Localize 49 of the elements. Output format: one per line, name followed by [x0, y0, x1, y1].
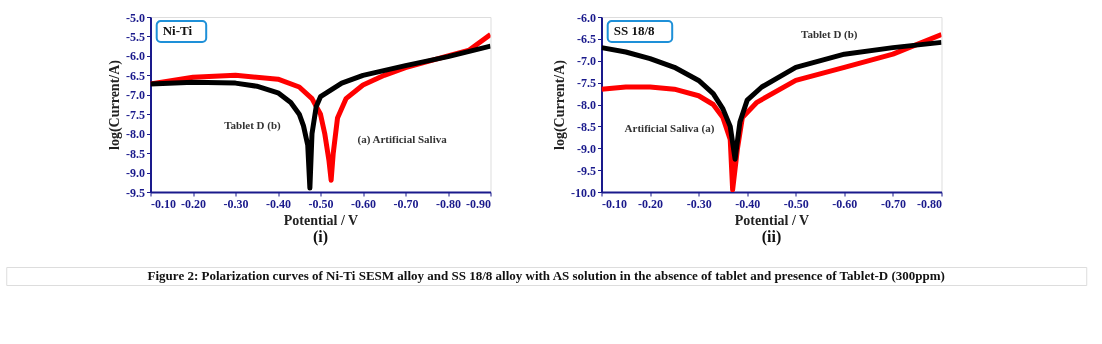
- annotation: Artificial Saliva (a): [624, 122, 715, 135]
- x-tick-label: -0.40: [735, 196, 761, 211]
- x-tick-label: -0.70: [880, 196, 906, 211]
- annotation: Tablet D (b): [224, 118, 282, 132]
- x-tick-label: -0.80: [917, 196, 942, 211]
- y-tick-label: -5.0: [126, 10, 145, 25]
- y-tick-label: -10.0: [571, 185, 596, 200]
- x-tick-label: -0.20: [638, 196, 664, 211]
- y-tick-label: -7.5: [126, 107, 145, 122]
- x-tick-label: -0.50: [783, 196, 809, 211]
- y-tick-label: -6.5: [577, 32, 596, 47]
- y-tick-label: -9.0: [577, 141, 596, 156]
- annotation: Tablet D (b): [801, 27, 858, 41]
- annotation: SS 18/8: [613, 23, 656, 38]
- y-tick-label: -6.0: [126, 49, 145, 64]
- caption: Figure 2: Polarization curves of Ni-Ti SESM alloy and SS 18/8 alloy with AS solution in the absence of tablet and presence of Tablet-D (300ppm): [147, 268, 945, 283]
- y-tick-label: -7.0: [577, 54, 596, 69]
- y-tick-label: -9.5: [126, 185, 145, 200]
- y-tick-label: -6.0: [577, 10, 596, 25]
- annotation: (a) Artificial Saliva: [357, 132, 448, 146]
- x-axis-title: Potential / V: [734, 212, 810, 228]
- x-tick-label: -0.80: [436, 196, 461, 211]
- y-tick-label: -9.0: [126, 166, 145, 181]
- y-tick-label: -9.5: [577, 163, 596, 178]
- x-tick-label: -0.10: [151, 196, 176, 211]
- x-tick-label: -0.20: [181, 196, 206, 211]
- x-tick-label: -0.50: [308, 196, 334, 211]
- annotation: Ni-Ti: [162, 23, 193, 38]
- x-tick-label: -0.30: [223, 196, 249, 211]
- y-tick-label: -8.5: [126, 146, 145, 161]
- x-axis-title: Potential / V: [283, 212, 359, 228]
- x-tick-label: -0.90: [466, 196, 491, 211]
- x-tick-label: -0.40: [266, 196, 291, 211]
- x-tick-label: -0.70: [393, 196, 419, 211]
- x-tick-label: -0.30: [686, 196, 712, 211]
- y-axis-title: log(Current/A): [107, 59, 123, 150]
- x-tick-label: -0.10: [602, 196, 627, 211]
- y-tick-label: -8.0: [126, 127, 145, 142]
- x-tick-label: -0.60: [832, 196, 858, 211]
- y-tick-label: -5.5: [126, 29, 145, 44]
- y-tick-label: -8.5: [577, 119, 596, 134]
- y-tick-label: -6.5: [126, 68, 145, 83]
- text: (ii): [761, 228, 782, 246]
- x-tick-label: -0.60: [351, 196, 376, 211]
- y-axis-title: log(Current/A): [552, 59, 568, 150]
- y-tick-label: -7.0: [126, 88, 145, 103]
- y-tick-label: -7.5: [577, 76, 596, 91]
- y-tick-label: -8.0: [577, 98, 596, 112]
- text: (i): [312, 228, 329, 246]
